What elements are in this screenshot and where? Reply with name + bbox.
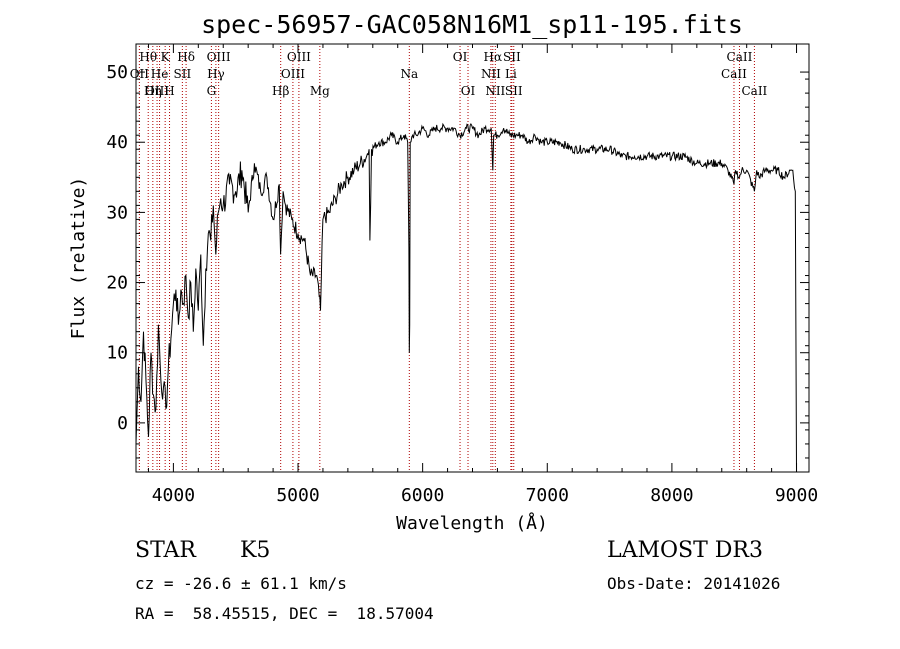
line-label: SII: [503, 50, 521, 64]
line-label: OIII: [281, 67, 305, 81]
x-tick-label: 8000: [650, 485, 693, 506]
y-tick-label: 50: [106, 62, 128, 83]
line-label: NII: [481, 67, 501, 81]
redshift-text: cz = -26.6 ± 61.1 km/s: [135, 574, 347, 593]
line-label: OI: [453, 50, 468, 64]
plot-frame: [135, 43, 810, 473]
x-axis-label: Wavelength (Å): [396, 512, 548, 534]
line-label: Hβ: [272, 84, 289, 98]
line-label: SII: [174, 67, 192, 81]
survey-label: LAMOST DR3: [607, 538, 763, 563]
line-label: OII: [130, 67, 150, 81]
chart-title: spec-56957-GAC058N16M1_sp11-195.fits: [201, 10, 743, 39]
line-label: Hη: [144, 84, 162, 98]
y-tick-label: 20: [106, 273, 128, 294]
line-label: Mg: [310, 84, 330, 98]
x-axis: 4000 5000 6000 7000 8000 9000: [147, 44, 818, 506]
line-label: Na: [400, 67, 418, 81]
line-label: OIII: [287, 50, 311, 64]
y-tick-label: 40: [106, 132, 128, 153]
x-tick-label: 9000: [775, 485, 818, 506]
line-label: CaII: [741, 84, 767, 98]
line-label: OI: [461, 84, 476, 98]
subclass-label: K5: [240, 538, 271, 563]
y-axis-label: Flux (relative): [68, 177, 89, 340]
line-label: Hθ: [139, 50, 157, 64]
line-label: NII: [485, 84, 505, 98]
coordinates-text: RA = 58.45515, DEC = 18.57004: [135, 604, 434, 623]
x-tick-label: 4000: [152, 485, 195, 506]
line-label: K: [161, 50, 171, 64]
x-tick-label: 7000: [526, 485, 569, 506]
y-axis: 0 10 20 30 40 50: [106, 62, 809, 459]
line-markers: [138, 46, 755, 471]
y-tick-label: 10: [106, 343, 128, 364]
line-label: G: [207, 84, 217, 98]
x-tick-label: 6000: [401, 485, 444, 506]
line-label: CaII: [727, 50, 753, 64]
line-label: Hδ: [177, 50, 195, 64]
y-tick-label: 0: [117, 413, 128, 434]
line-label: OIII: [145, 84, 169, 98]
line-label: Li: [505, 67, 517, 81]
y-tick-label: 30: [106, 202, 128, 223]
line-label: CaII: [721, 67, 747, 81]
spectrum-line: [135, 122, 797, 473]
line-label: OIII: [207, 50, 231, 64]
line-label: SII: [505, 84, 523, 98]
obs-date-text: Obs-Date: 20141026: [607, 574, 781, 593]
x-tick-label: 5000: [276, 485, 319, 506]
class-label: STAR: [135, 538, 196, 563]
line-label: Hα: [484, 50, 503, 64]
line-label: He: [151, 67, 169, 81]
line-label: H: [164, 84, 174, 98]
line-label: Hγ: [207, 67, 225, 81]
